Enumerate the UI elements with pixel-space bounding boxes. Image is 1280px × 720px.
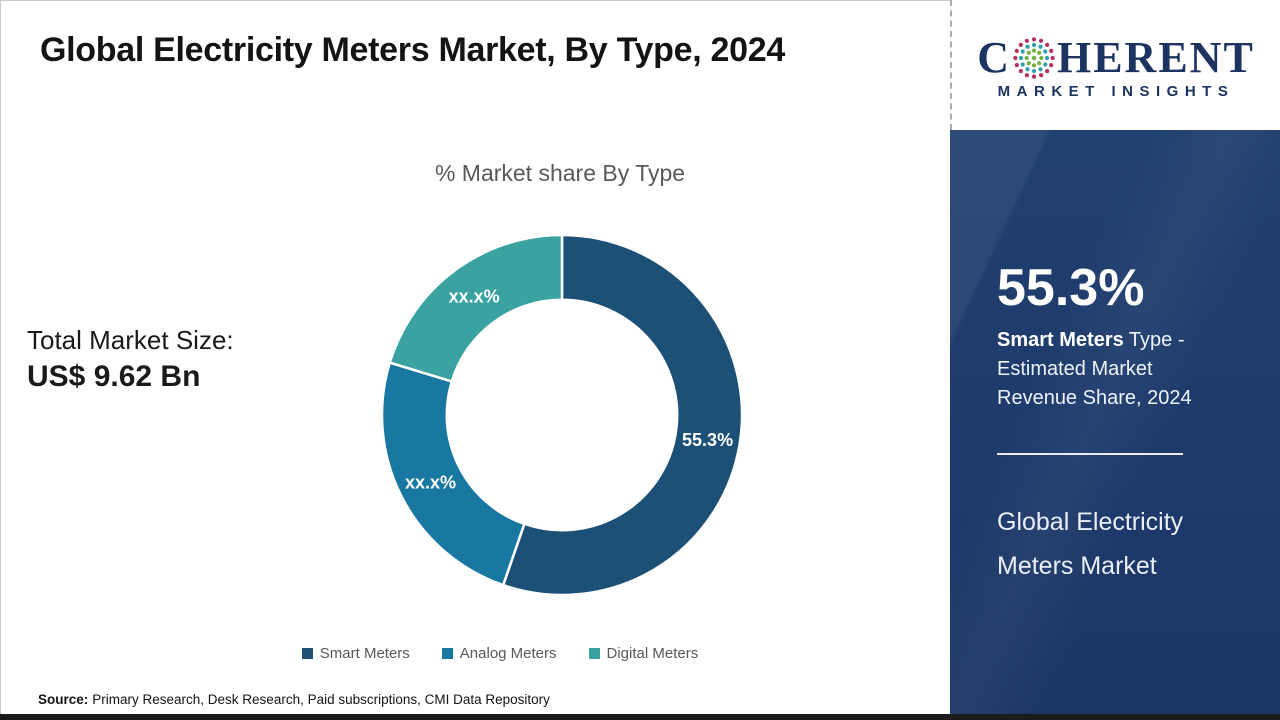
brand-letters-rest: HERENT (1056, 33, 1255, 82)
sidebar-stat-value: 55.3% (997, 259, 1145, 317)
slice-label-smart-meters: 55.3% (682, 430, 733, 450)
chart-title: % Market share By Type (434, 160, 686, 186)
source-label: Source: (38, 692, 89, 707)
legend-item-smart-meters: Smart Meters (301, 645, 410, 662)
brand-logo: C HERENT MARKET INSIGHTS (950, 0, 1280, 130)
legend-marker (301, 648, 313, 659)
sidebar-stat-description: Smart Meters Type - Estimated Market Rev… (997, 326, 1192, 413)
legend-item-digital-meters: Digital Meters (588, 645, 699, 662)
legend-label: Digital Meters (606, 645, 699, 662)
bottom-bar (0, 714, 1280, 720)
brand-subtitle: MARKET INSIGHTS (997, 83, 1235, 100)
legend-marker (588, 648, 600, 659)
sidebar-stat-segment-name: Smart Meters (997, 329, 1124, 351)
slice-label-analog-meters: xx.x% (405, 472, 456, 492)
sidebar-stat-line3: Revenue Share, 2024 (997, 387, 1192, 409)
slice-label-digital-meters: xx.x% (449, 287, 500, 307)
legend-label: Analog Meters (459, 645, 557, 662)
page-title: Global Electricity Meters Market, By Typ… (40, 31, 785, 69)
sidebar-market-name-line2: Meters Market (997, 552, 1157, 580)
sidebar-market-name-line1: Global Electricity (997, 508, 1184, 536)
total-market-size: Total Market Size: US$ 9.62 Bn (27, 323, 234, 397)
source-text: Primary Research, Desk Research, Paid su… (92, 692, 550, 707)
legend-item-analog-meters: Analog Meters (441, 645, 557, 662)
sidebar-market-name: Global Electricity Meters Market (997, 500, 1183, 588)
donut-slice-analog-meters (380, 361, 526, 587)
sidebar-stat-line1-rest: Type - (1123, 329, 1185, 351)
sidebar-stat-line2: Estimated Market (997, 358, 1153, 380)
sidebar: 55.3% Smart Meters Type - Estimated Mark… (950, 130, 1280, 720)
legend-marker (441, 648, 453, 659)
total-market-size-value: US$ 9.62 Bn (27, 360, 201, 393)
donut-slice-smart-meters (501, 233, 744, 597)
donut-slice-digital-meters (388, 233, 564, 384)
brand-wordmark: C HERENT (977, 36, 1255, 80)
total-market-size-label: Total Market Size: (27, 325, 234, 355)
globe-icon (1013, 37, 1055, 79)
source-note: Source: Primary Research, Desk Research, … (38, 692, 550, 707)
legend-label: Smart Meters (319, 645, 410, 662)
brand-letter-c: C (977, 33, 1011, 82)
donut-chart: 55.3% xx.x% xx.x% (380, 233, 744, 597)
chart-legend: Smart Meters Analog Meters Digital Meters (120, 645, 880, 662)
sidebar-divider (997, 453, 1183, 455)
sidebar-stat-line1: Smart Meters Type - (997, 326, 1192, 355)
